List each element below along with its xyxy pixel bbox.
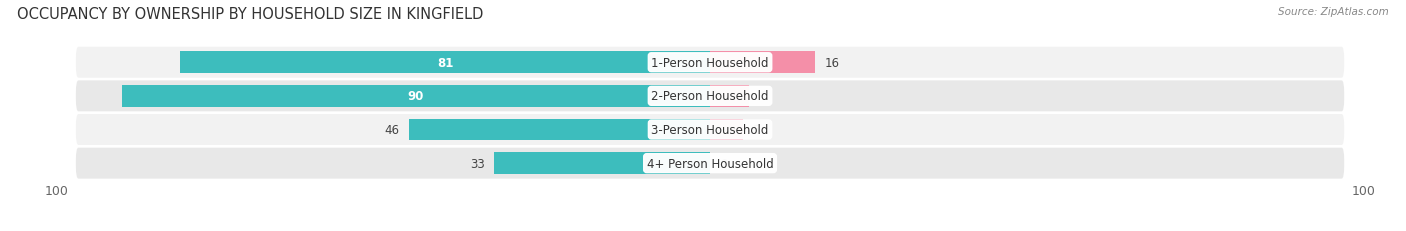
Text: 16: 16 [824,56,839,70]
Bar [122,85,710,107]
Text: 6: 6 [759,90,766,103]
Text: 81: 81 [437,56,453,70]
Text: 5: 5 [752,123,759,137]
FancyBboxPatch shape [76,148,1344,179]
Bar [495,152,710,174]
Text: 33: 33 [470,157,485,170]
Text: Source: ZipAtlas.com: Source: ZipAtlas.com [1278,7,1389,17]
Bar [710,52,814,74]
Text: OCCUPANCY BY OWNERSHIP BY HOUSEHOLD SIZE IN KINGFIELD: OCCUPANCY BY OWNERSHIP BY HOUSEHOLD SIZE… [17,7,484,22]
Text: 4+ Person Household: 4+ Person Household [647,157,773,170]
Bar [409,119,710,141]
Text: 0: 0 [720,157,727,170]
Text: 3-Person Household: 3-Person Household [651,123,769,137]
Text: 2-Person Household: 2-Person Household [651,90,769,103]
FancyBboxPatch shape [76,48,1344,78]
Bar [710,119,742,141]
FancyBboxPatch shape [76,115,1344,145]
Text: 46: 46 [384,123,399,137]
Bar [180,52,710,74]
Bar [710,85,749,107]
Text: 90: 90 [408,90,425,103]
Text: 1-Person Household: 1-Person Household [651,56,769,70]
FancyBboxPatch shape [76,81,1344,112]
